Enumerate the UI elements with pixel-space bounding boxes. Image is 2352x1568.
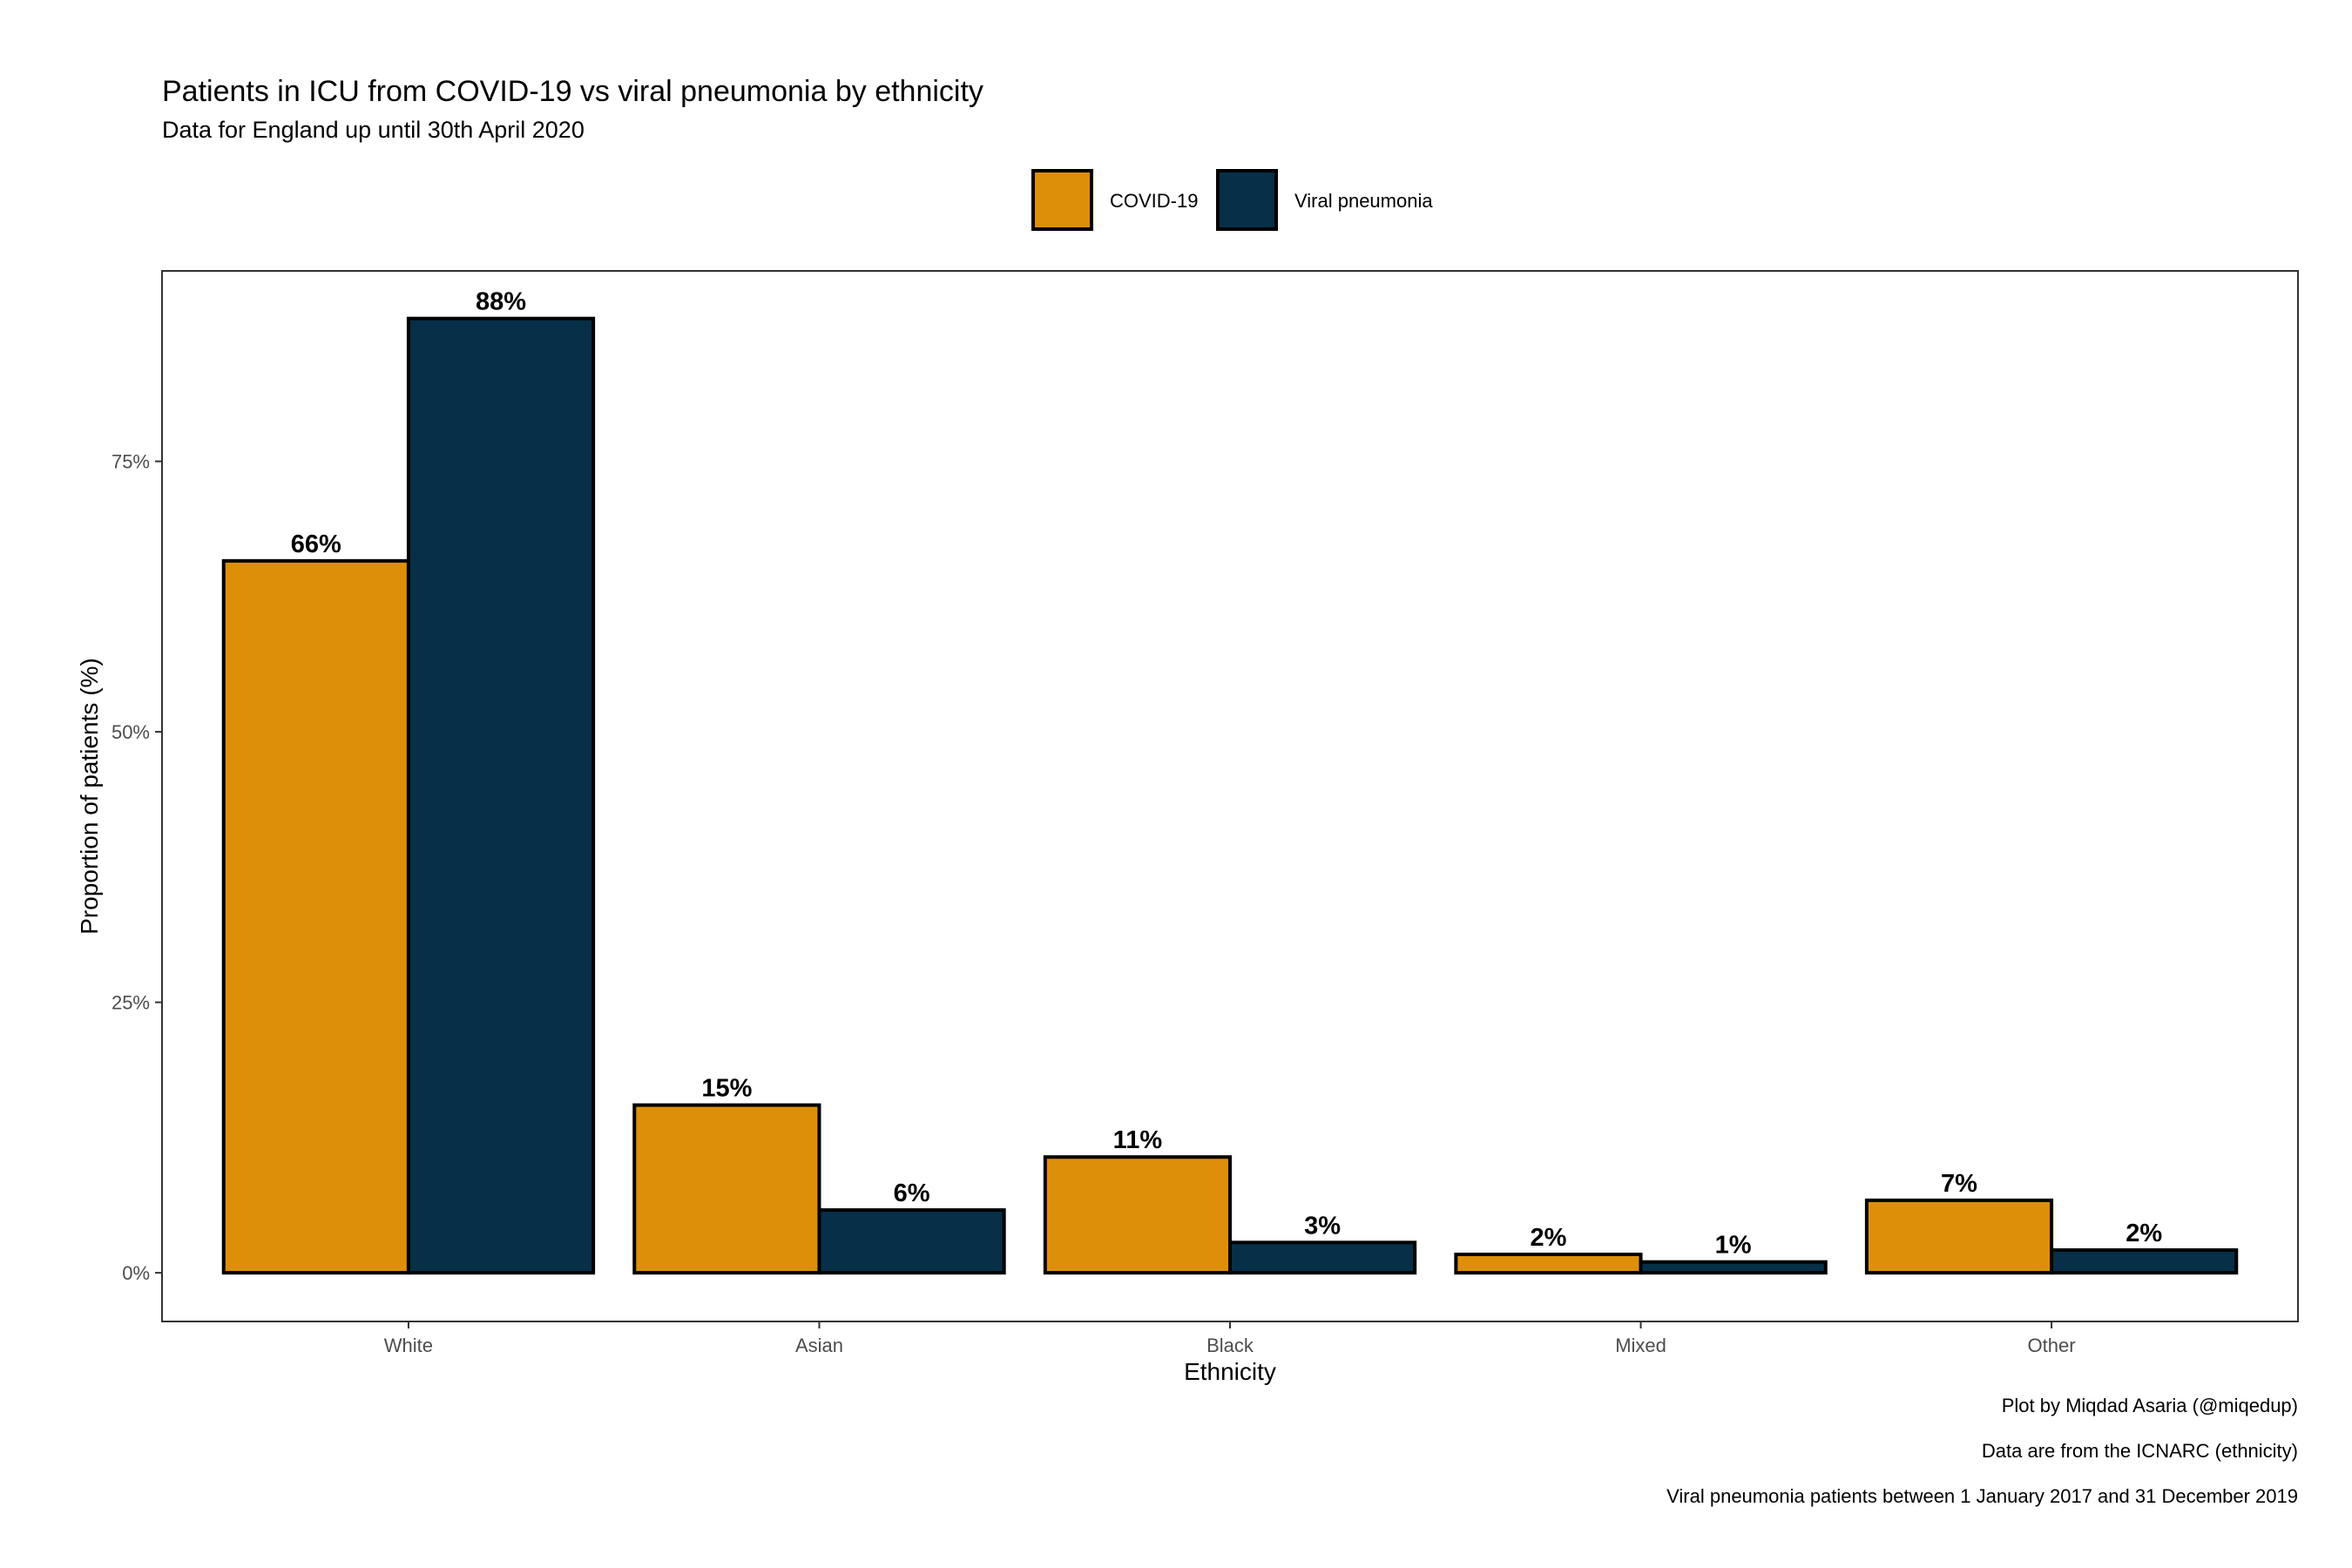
bar-covid-19-white bbox=[221, 558, 410, 1275]
bar-viral-pneumonia-mixed bbox=[1639, 1260, 1828, 1275]
bar-value-label: 2% bbox=[2126, 1220, 2162, 1247]
bar-viral-pneumonia-asian bbox=[817, 1208, 1006, 1275]
bar-value-label: 7% bbox=[1941, 1170, 1977, 1198]
bar-value-label: 88% bbox=[476, 288, 526, 316]
legend-key-viral-pneumonia bbox=[1216, 169, 1278, 231]
legend: COVID-19 Viral pneumonia bbox=[1031, 169, 1433, 231]
bar-value-label: 3% bbox=[1304, 1212, 1341, 1240]
bar-value-label: 2% bbox=[1530, 1224, 1566, 1252]
chart-title: Patients in ICU from COVID-19 vs viral p… bbox=[162, 75, 983, 108]
y-axis: 0% 25% 50% 75% bbox=[112, 451, 162, 1284]
bar-value-label: 15% bbox=[701, 1075, 752, 1103]
bar-value-label: 1% bbox=[1715, 1232, 1752, 1260]
caption-line: Plot by Miqdad Asaria (@miqedup) bbox=[2002, 1395, 2298, 1416]
x-tick-label: Asian bbox=[795, 1335, 843, 1356]
bar-value-label: 6% bbox=[894, 1179, 930, 1207]
y-axis-title: Proportion of patients (%) bbox=[76, 658, 103, 935]
y-tick-label: 50% bbox=[112, 721, 150, 743]
x-tick-label: Black bbox=[1206, 1335, 1254, 1356]
bar-covid-19-other bbox=[1864, 1198, 2054, 1275]
bar-labels: 66% 88% 15% 6% 11% 3% 2% 1% 7% 2% bbox=[291, 288, 2163, 1260]
bars bbox=[221, 316, 2239, 1275]
bar-viral-pneumonia-black bbox=[1228, 1240, 1417, 1275]
caption-line: Data are from the ICNARC (ethnicity) bbox=[1982, 1440, 2298, 1462]
bar-covid-19-mixed bbox=[1454, 1252, 1643, 1275]
x-tick-label: Other bbox=[2028, 1335, 2076, 1356]
x-axis: White Asian Black Mixed Other bbox=[384, 1321, 2076, 1356]
bar-covid-19-asian bbox=[632, 1103, 821, 1275]
y-tick-label: 75% bbox=[112, 451, 150, 473]
legend-label: Viral pneumonia bbox=[1294, 190, 1433, 212]
bar-value-label: 66% bbox=[291, 531, 341, 558]
x-axis-title: Ethnicity bbox=[1184, 1358, 1276, 1385]
y-tick-label: 0% bbox=[122, 1262, 150, 1284]
bar-viral-pneumonia-white bbox=[406, 316, 596, 1275]
caption-line: Viral pneumonia patients between 1 Janua… bbox=[1666, 1485, 2298, 1507]
x-tick-label: White bbox=[384, 1335, 433, 1356]
bar-covid-19-black bbox=[1043, 1155, 1233, 1275]
legend-label: COVID-19 bbox=[1110, 190, 1198, 212]
captions: Plot by Miqdad Asaria (@miqedup) Data are… bbox=[1666, 1395, 2298, 1507]
bar-value-label: 11% bbox=[1113, 1126, 1163, 1154]
legend-key-covid-19 bbox=[1031, 169, 1093, 231]
y-tick-label: 25% bbox=[112, 992, 150, 1014]
x-tick-label: Mixed bbox=[1615, 1335, 1666, 1356]
chart-subtitle: Data for England up until 30th April 202… bbox=[162, 117, 585, 143]
bar-viral-pneumonia-other bbox=[2050, 1248, 2239, 1275]
